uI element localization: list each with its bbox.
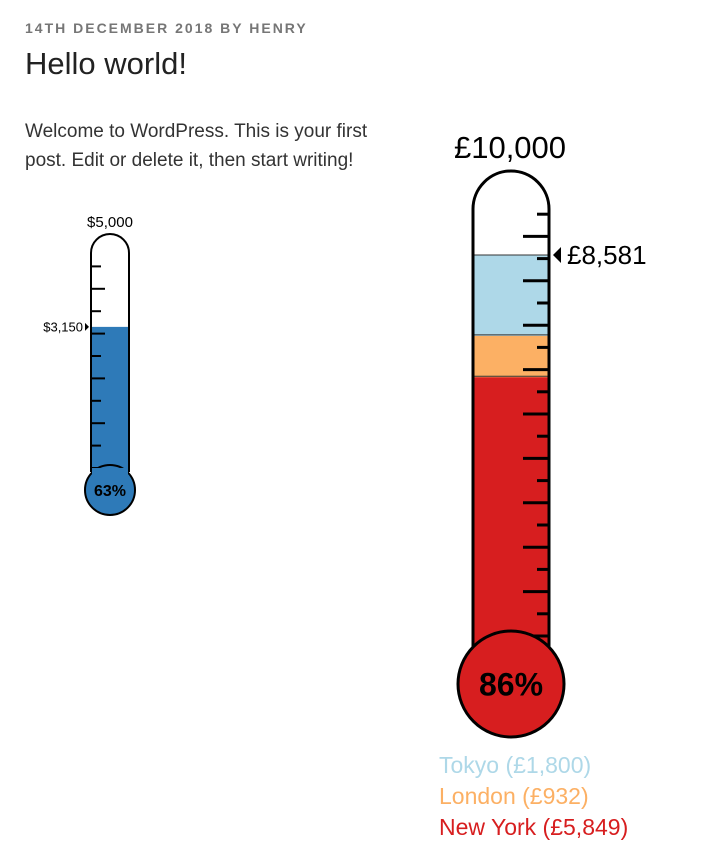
raised-marker: [553, 247, 561, 264]
post-content: Welcome to WordPress. This is your first…: [25, 121, 368, 171]
legend-item-london: London (£932): [439, 783, 589, 809]
legend-item-tokyo: Tokyo (£1,800): [439, 752, 592, 778]
post-title[interactable]: Hello world!: [25, 46, 187, 81]
bulb-joint: [92, 468, 128, 478]
raised-marker: [85, 322, 89, 331]
raised-label: £8,581: [567, 240, 647, 270]
percent-label: 63%: [94, 483, 126, 500]
legend-item-new-york: New York (£5,849): [439, 814, 629, 840]
target-label: $5,000: [87, 214, 133, 231]
fill-segment-tokyo: [473, 255, 549, 336]
post-meta: 14TH DECEMBER 2018 BY HENRY: [25, 20, 308, 36]
target-label: £10,000: [454, 130, 566, 165]
thermometer-outline: [471, 169, 551, 656]
bulb-joint: [474, 652, 548, 662]
legend: Tokyo (£1,800) London (£932) New York (£…: [439, 750, 628, 843]
fill-segment-new-york: [473, 376, 549, 637]
percent-label: 86%: [479, 667, 543, 703]
thermometer-outline: [90, 233, 130, 472]
raised-label: $3,150: [43, 319, 83, 334]
